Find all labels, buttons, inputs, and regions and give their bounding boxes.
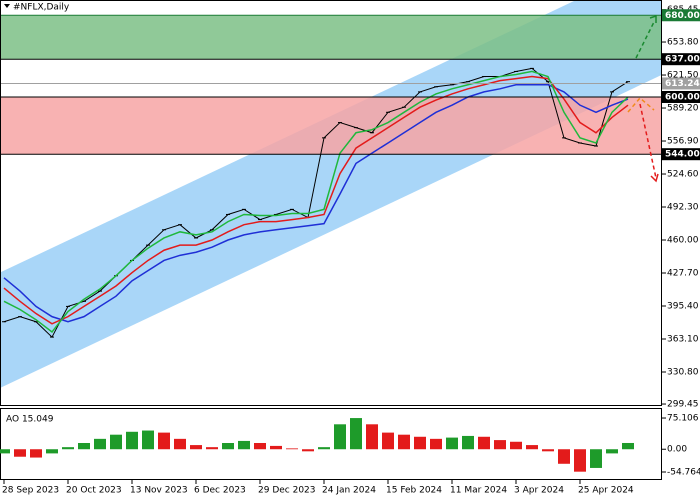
ao-bar [622,442,634,450]
ao-bar [510,441,522,450]
ao-bar [382,432,394,450]
x-tick-label: 20 Oct 2023 [66,486,122,496]
ao-bar [222,443,234,450]
y-tick-label: 427.70 [667,269,699,279]
x-tick-label: 15 Feb 2024 [386,486,442,496]
ao-bar [462,435,474,450]
ao-bar [558,449,570,464]
indicator-y-tick-label: 75.106 [667,414,699,424]
ao-bar [254,443,266,450]
level-label: 544.00 [665,150,700,160]
level-label-box [662,53,700,66]
ao-bar [590,449,602,468]
ao-bar [78,443,90,450]
ao-bar [478,436,490,450]
ao-bar [494,440,506,450]
alligator-line [3,70,629,334]
arrow-down [639,103,657,179]
alligator-line [3,83,629,323]
level-label: 637.00 [665,55,700,65]
ao-bar [366,424,378,450]
ao-bar [334,424,346,450]
y-tick-label: 589.20 [667,104,699,114]
chart-title: #NFLX,Daily [13,3,70,13]
ao-bar [110,434,122,450]
ao-bar [430,438,442,450]
ao-bar [446,437,458,450]
x-tick-label: 24 Jan 2024 [322,486,376,496]
alligator-line [3,75,629,325]
dropdown-icon[interactable] [4,4,10,8]
x-tick-label: 3 Apr 2024 [514,486,564,496]
y-tick-label: 556.90 [667,137,699,147]
ao-bar [318,447,330,450]
price-line [3,67,629,338]
level-label-box [662,90,700,103]
price-pane-border [0,0,662,406]
zone [1,15,662,60]
level-label-box [662,148,700,161]
ao-bar [302,449,314,452]
zone [1,96,662,155]
level-label-box [662,9,700,22]
y-tick-label: 395.40 [667,302,699,312]
ao-bar [14,449,26,457]
y-tick-label: 299.45 [667,400,699,410]
y-tick-label: 653.80 [667,38,699,48]
ao-bar [206,447,218,450]
x-tick-label: 11 Mar 2024 [450,486,507,496]
x-tick-label: 13 Nov 2023 [130,486,188,496]
ao-bar [542,449,554,452]
x-tick-label: 28 Sep 2023 [2,486,59,496]
ao-bar [574,449,586,472]
x-tick-label: 6 Dec 2023 [194,486,246,496]
level-label-box [662,77,700,90]
ao-bar [526,445,538,450]
indicator-label: AO 15.049 [6,415,54,425]
ao-bar [350,418,362,450]
ao-bar [190,445,202,450]
ao-bar [0,449,10,454]
level-label: 680.00 [665,11,700,21]
ao-bar [174,438,186,450]
level-label: 613.24 [665,79,700,89]
ao-bar [30,449,42,458]
indicator-y-tick-label: -54.764 [667,467,700,477]
level-label: 600.00 [665,92,700,102]
ao-bar [398,434,410,450]
indicator-y-tick-label: 0.00 [667,445,687,455]
ao-bar [158,432,170,450]
y-tick-label: 363.10 [667,335,699,345]
indicator-pane-border [0,408,662,480]
arrow-head [650,173,659,183]
ao-bar [286,448,298,450]
ao-bar [414,436,426,450]
forecast-arrows [627,14,659,183]
y-tick-label: 330.80 [667,368,699,378]
ao-bar [94,438,106,450]
ao-bar [46,449,58,454]
ao-bar [62,447,74,450]
ao-bar [270,445,282,450]
price-pane [0,0,662,388]
y-tick-label: 621.50 [667,71,699,81]
y-tick-label: 492.30 [667,203,699,213]
arrow-mid [627,96,655,113]
ao-bar [606,449,618,454]
x-tick-label: 29 Dec 2023 [258,486,316,496]
y-tick-label: 524.60 [667,170,699,180]
ao-bar [238,440,250,450]
ao-bar [142,430,154,450]
y-tick-label: 460.00 [667,236,699,246]
arrow-head [649,14,657,23]
ao-bar [126,431,138,450]
x-tick-label: 25 Apr 2024 [578,486,634,496]
